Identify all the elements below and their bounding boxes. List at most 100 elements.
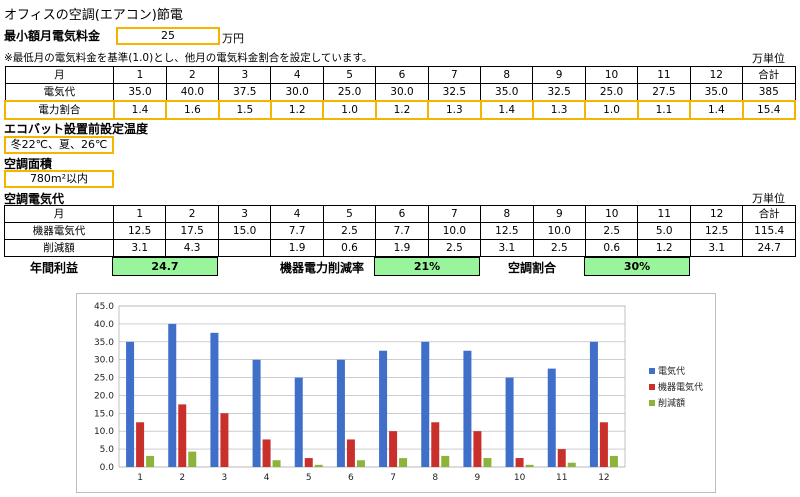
electricity-cell[interactable]: 1.0 — [584, 100, 639, 120]
electricity-cell[interactable]: 1.2 — [269, 100, 325, 120]
ac-cost-header-cell: 2 — [165, 205, 219, 223]
electricity-cell: 25.0 — [322, 83, 377, 102]
table-row: 機器電気代 12.5 17.5 15.0 7.7 2.5 7.7 10.0 12.5 10.0 2.… — [4, 222, 796, 240]
electricity-cell: 37.5 — [218, 83, 272, 102]
x-tick-label: 3 — [222, 473, 228, 483]
table-row: 電気代 35.0 40.0 37.5 30.0 25.0 30.0 32.5 35.0 32.5 2… — [4, 83, 796, 102]
bar — [356, 460, 365, 467]
electricity-header-cell: 合計 — [742, 66, 796, 84]
ac-cost-header-cell: 10 — [585, 205, 639, 223]
x-tick-label: 9 — [475, 473, 481, 483]
plot-area — [118, 305, 626, 468]
legend-entry: 電気代 — [658, 365, 685, 377]
bar — [399, 458, 408, 467]
electricity-cell[interactable]: 1.2 — [374, 100, 430, 120]
legend-swatch — [649, 400, 655, 406]
electricity-cell[interactable]: 15.4 — [741, 100, 796, 120]
note-text: ※最低月の電気料金を基準(1.0)とし、他月の電気料金割合を設定しています。 — [4, 52, 373, 64]
electricity-cell[interactable]: 1.1 — [636, 100, 692, 120]
electricity-cell[interactable]: 1.4 — [689, 100, 744, 120]
ac-cost-header-cell: 9 — [532, 205, 587, 223]
eco-temp-label: エコバット設置前設定温度 — [4, 122, 149, 136]
ac-cost-cell: 7.7 — [270, 222, 324, 240]
ac-cost-cell: 3.1 — [480, 239, 534, 257]
electricity-cell: 32.5 — [532, 83, 586, 102]
bar — [525, 464, 534, 467]
bar — [515, 458, 524, 467]
bar — [304, 458, 313, 467]
electricity-cell: 385 — [742, 83, 796, 102]
ac-cost-cell: 1.9 — [375, 239, 429, 257]
electricity-row-label: 電気代 — [4, 83, 115, 102]
ac-cost-cell: 3.1 — [112, 239, 167, 257]
bar — [505, 377, 514, 467]
ac-cost-cell: 12.5 — [112, 222, 167, 240]
reduction-rate-label: 機器電力削減率 — [280, 261, 365, 275]
ac-cost-header-cell: 5 — [322, 205, 377, 223]
electricity-cell[interactable]: 1.6 — [165, 100, 220, 120]
bar — [379, 350, 388, 467]
ac-cost-cell: 17.5 — [165, 222, 219, 240]
electricity-header-cell: 11 — [637, 66, 691, 84]
ac-ratio-label: 空調割合 — [508, 261, 557, 275]
x-tick-label: 2 — [179, 473, 185, 483]
electricity-header-cell: 4 — [270, 66, 324, 84]
bar — [346, 439, 355, 467]
electricity-cell: 30.0 — [270, 83, 324, 102]
electricity-cell[interactable]: 1.3 — [427, 100, 482, 120]
electricity-cell: 25.0 — [584, 83, 639, 102]
electricity-cell[interactable]: 1.4 — [479, 100, 534, 120]
bar — [463, 350, 472, 467]
bar — [421, 341, 430, 467]
ac-cost-table: 月 1 2 3 4 5 6 7 8 9 10 11 12 合計 機器電気代 12.5 17.5 15.0 7.7 2.… — [4, 205, 796, 257]
chart-area: 0.0 5.0 10.0 15.0 20.0 25.0 30.0 35.0 40.0 45.0 1 2… — [76, 293, 716, 493]
electricity-cell: 35.0 — [480, 83, 534, 102]
annual-profit-value: 24.7 — [112, 257, 218, 276]
bar — [609, 455, 618, 467]
y-tick-label: 45.0 — [94, 302, 114, 312]
electricity-header-cell: 7 — [427, 66, 482, 84]
electricity-cell: 40.0 — [165, 83, 220, 102]
electricity-header-cell: 月 — [4, 66, 115, 84]
ac-cost-cell — [217, 239, 272, 257]
ac-cost-cell: 2.5 — [532, 239, 587, 257]
electricity-table: 月 1 2 3 4 5 6 7 8 9 10 11 12 合計 電気代 35.0 40.0 37.5 30.0 25.… — [4, 66, 796, 120]
ac-cost-cell: 3.1 — [689, 239, 744, 257]
ac-cost-header-cell: 11 — [637, 205, 691, 223]
electricity-header-cell: 12 — [689, 66, 744, 84]
ac-cost-cell: 115.4 — [742, 222, 796, 240]
ac-cost-cell: 12.5 — [689, 222, 744, 240]
ac-cost-header-cell: 8 — [480, 205, 534, 223]
electricity-header-cell: 9 — [532, 66, 586, 84]
electricity-row-label: 電力割合 — [4, 100, 115, 120]
ac-cost-cell: 0.6 — [585, 239, 639, 257]
min-bill-input[interactable]: 25 — [116, 27, 220, 45]
area-label: 空調面積 — [4, 157, 53, 171]
ac-cost-cell: 12.5 — [480, 222, 534, 240]
table-row: 削減額 3.1 4.3 1.9 0.6 1.9 2.5 3.1 2.5 0.6 1.2 3.1 24.7 — [4, 239, 796, 257]
min-bill-unit: 万円 — [222, 32, 244, 45]
y-tick-label: 35.0 — [94, 338, 114, 348]
y-tick-label: 40.0 — [94, 320, 114, 330]
electricity-cell[interactable]: 1.5 — [217, 100, 272, 120]
electricity-cell[interactable]: 1.4 — [112, 100, 168, 120]
electricity-cell[interactable]: 1.3 — [531, 100, 587, 120]
bar — [136, 422, 145, 467]
x-tick-label: 1 — [137, 473, 143, 483]
bar — [557, 449, 566, 467]
x-tick-label: 11 — [556, 473, 567, 483]
eco-temp-input[interactable]: 冬22℃、夏、26℃ — [4, 136, 114, 154]
ac-cost-header-cell: 3 — [217, 205, 272, 223]
ac-cost-header-cell: 12 — [689, 205, 744, 223]
bar — [252, 359, 261, 467]
ac-cost-cell: 10.0 — [532, 222, 587, 240]
electricity-cell[interactable]: 1.0 — [322, 100, 377, 120]
y-tick-label: 20.0 — [94, 391, 114, 401]
ac-cost-cell: 10.0 — [427, 222, 482, 240]
electricity-header-cell: 5 — [322, 66, 377, 84]
ac-cost-header-cell: 6 — [375, 205, 429, 223]
x-tick-label: 7 — [390, 473, 396, 483]
ac-cost-cell: 2.5 — [427, 239, 482, 257]
area-input[interactable]: 780m²以内 — [4, 170, 114, 188]
y-tick-label: 25.0 — [94, 374, 114, 384]
